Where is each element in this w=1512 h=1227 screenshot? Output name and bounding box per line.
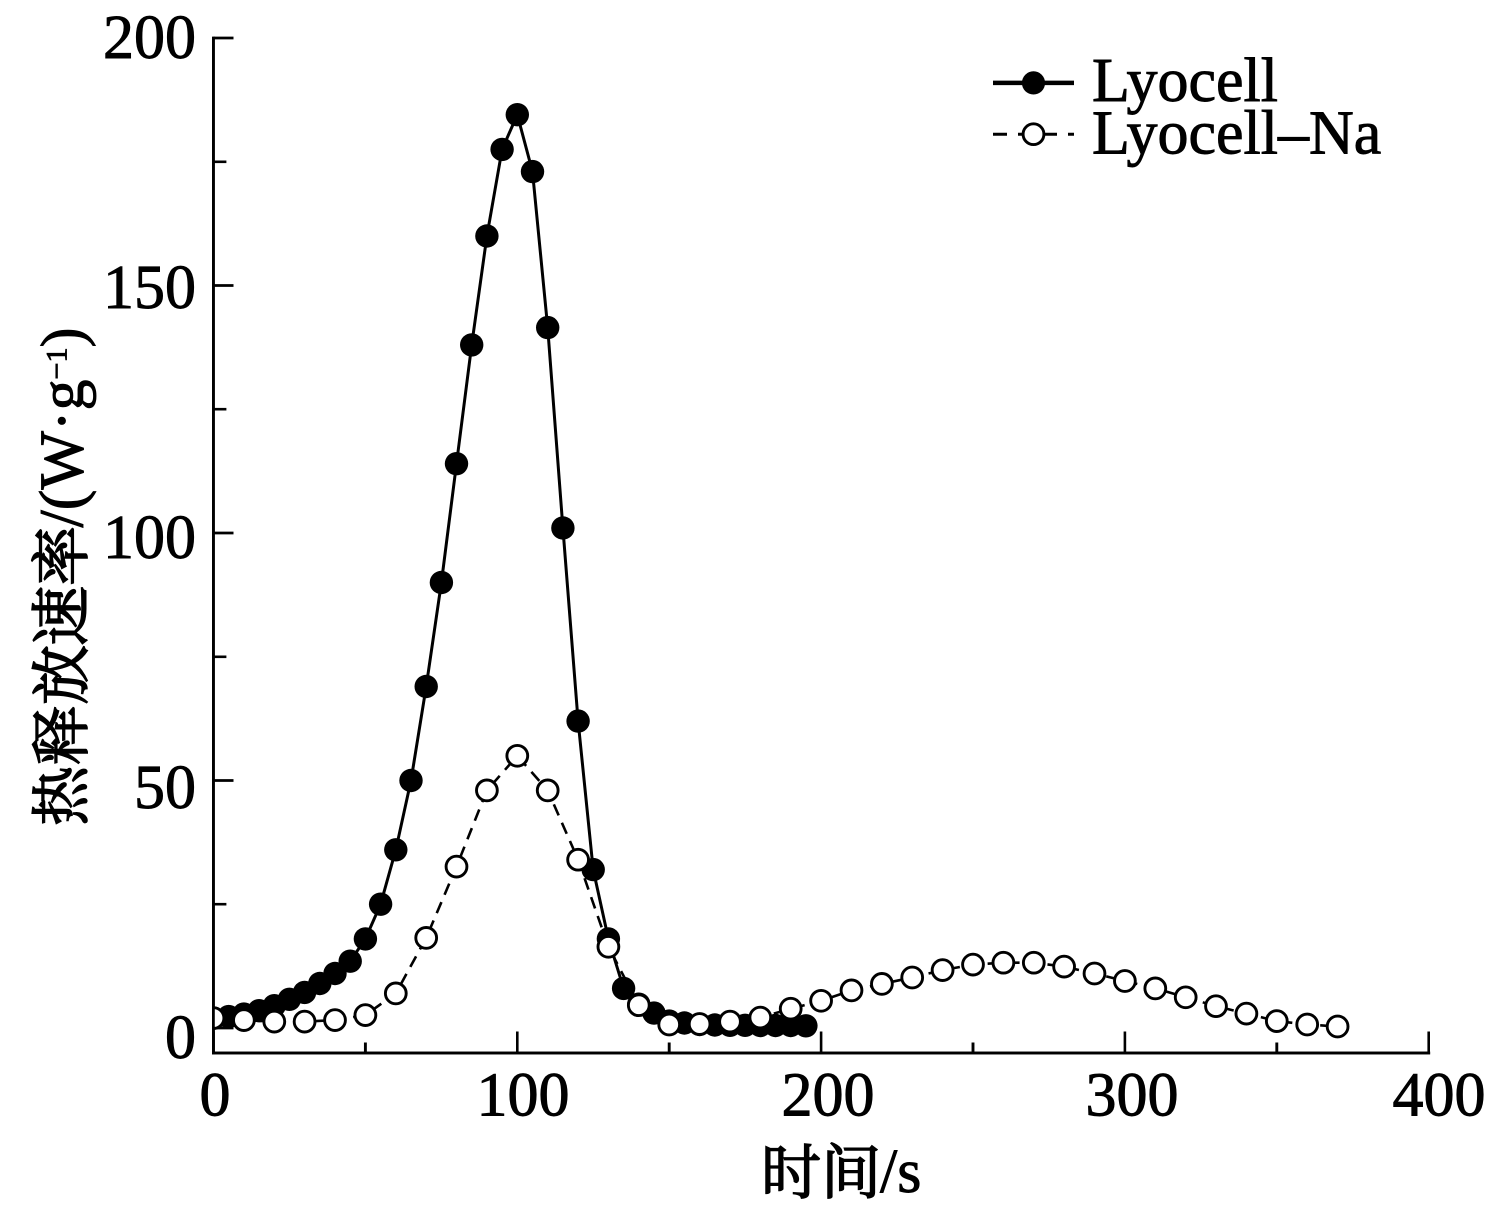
- svg-text:/s: /s: [880, 1138, 921, 1206]
- svg-text:100: 100: [103, 504, 196, 572]
- svg-text:Lyocell: Lyocell: [1092, 47, 1278, 115]
- svg-text:0: 0: [200, 1062, 231, 1130]
- svg-text:400: 400: [1393, 1062, 1486, 1130]
- svg-text:50: 50: [134, 754, 196, 822]
- svg-text:300: 300: [1086, 1062, 1179, 1130]
- svg-text:0: 0: [165, 1004, 196, 1072]
- svg-text:200: 200: [103, 4, 196, 72]
- svg-text:100: 100: [477, 1062, 570, 1130]
- svg-text:/(W·g−1): /(W·g−1): [29, 328, 97, 528]
- svg-text:Lyocell–Na: Lyocell–Na: [1092, 100, 1381, 168]
- svg-text:150: 150: [103, 254, 196, 322]
- svg-text:200: 200: [782, 1062, 875, 1130]
